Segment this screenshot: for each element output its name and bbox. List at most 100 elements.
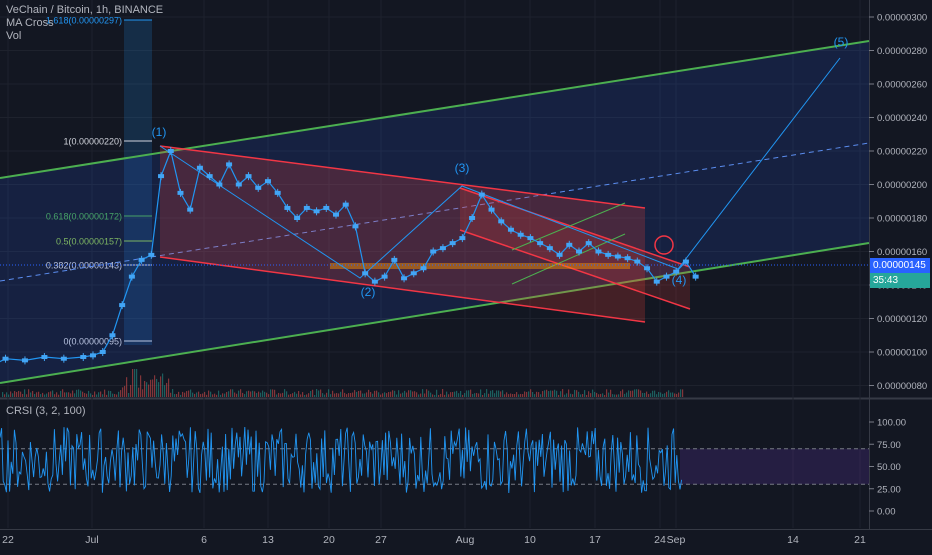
volume-bar (446, 391, 448, 397)
volume-bar (580, 394, 582, 397)
volume-bar (650, 393, 652, 397)
volume-bar (282, 392, 284, 397)
volume-bar (82, 391, 84, 397)
symbol-title[interactable]: VeChain / Bitcoin, 1h, BINANCE (6, 4, 164, 16)
volume-bar (450, 392, 452, 397)
volume-bar (628, 390, 630, 397)
volume-bar (220, 394, 222, 397)
volume-bar (324, 394, 326, 397)
crsi-panel: CRSI (3, 2, 100) (0, 405, 869, 494)
volume-bar (326, 392, 328, 397)
volume-bar (72, 390, 74, 397)
volume-bar (124, 385, 126, 397)
volume-bar (392, 390, 394, 397)
volume-bar (468, 390, 470, 397)
study-ma-cross[interactable]: MA Cross (6, 17, 54, 29)
volume-bar (452, 392, 454, 397)
volume-bar (126, 377, 128, 397)
channel-bottom-line (0, 242, 870, 384)
volume-bar (430, 392, 432, 397)
volume-bar (464, 393, 466, 397)
volume-bar (670, 392, 672, 397)
price-tick-label: 0.00000080 (877, 381, 927, 392)
time-tick-label: Jul (85, 534, 98, 546)
volume-bar (52, 390, 54, 397)
price-tick-label: 0.00000240 (877, 113, 927, 124)
volume-bar (68, 392, 70, 397)
crsi-tick-label: 0.00 (877, 507, 896, 518)
volume-bar (44, 394, 46, 397)
volume-bar (302, 392, 304, 397)
volume-bar (252, 390, 254, 397)
volume-bar (466, 390, 468, 397)
volume-bar (120, 390, 122, 397)
volume-bar (588, 391, 590, 397)
volume-bar (16, 392, 18, 397)
volume-bar (194, 393, 196, 397)
crsi-tick-label: 100.00 (877, 418, 906, 429)
crsi-title: CRSI (3, 2, 100) (6, 405, 85, 417)
volume-bar (240, 389, 242, 397)
time-tick-label: 6 (201, 534, 207, 546)
volume-bar (258, 391, 260, 397)
time-tick-label: Aug (456, 534, 475, 546)
volume-bar (558, 394, 560, 397)
volume-bar (680, 389, 682, 397)
volume-bar (442, 389, 444, 397)
volume-bar (582, 394, 584, 397)
volume-bar (652, 390, 654, 397)
volume-bar (6, 392, 8, 397)
volume-bar (270, 389, 272, 397)
volume-bar (342, 389, 344, 397)
volume-bar (420, 393, 422, 397)
study-volume[interactable]: Vol (6, 30, 22, 42)
volume-bar (202, 393, 204, 397)
volume-bar (18, 390, 20, 397)
volume-bar (188, 390, 190, 397)
volume-bar (48, 392, 50, 397)
volume-bar (238, 390, 240, 397)
channel-top-line (0, 40, 870, 179)
volume-bar (460, 391, 462, 397)
volume-bar (304, 394, 306, 397)
time-tick-label: 20 (323, 534, 335, 546)
volume-bar (540, 394, 542, 397)
volume-bar (116, 394, 118, 397)
time-tick-label: 13 (262, 534, 274, 546)
volume-bar (330, 394, 332, 397)
volume-bar (314, 394, 316, 397)
volume-bar (456, 390, 458, 397)
volume-bar (638, 389, 640, 397)
volume-bar (536, 391, 538, 397)
volume-bar (634, 389, 636, 397)
volume-bar (600, 393, 602, 397)
volume-bar (204, 391, 206, 397)
volume-bar (490, 390, 492, 397)
volume-bar (336, 393, 338, 397)
volume-bar (86, 393, 88, 397)
volume-bar (66, 392, 68, 397)
volume-bar (98, 392, 100, 397)
volume-bar (636, 389, 638, 397)
volume-bar (178, 391, 180, 397)
volume-bar (150, 379, 152, 397)
volume-bar (274, 389, 276, 397)
volume-bar (158, 382, 160, 397)
volume-bar (248, 390, 250, 397)
volume-bar (294, 391, 296, 397)
volume-bar (296, 393, 298, 397)
volume-bar (250, 391, 252, 397)
volume-bar (316, 389, 318, 397)
volume-bar (476, 392, 478, 397)
volume-bar (400, 393, 402, 397)
fib-level-label: 1(0.00000220) (63, 137, 122, 147)
price-tick-label: 0.00000160 (877, 247, 927, 258)
volume-bar (348, 393, 350, 397)
volume-bar (196, 392, 198, 397)
volume-bar (214, 393, 216, 397)
volume-bar (522, 394, 524, 397)
volume-bar (78, 389, 80, 397)
inner-wedge-top (459, 187, 691, 268)
